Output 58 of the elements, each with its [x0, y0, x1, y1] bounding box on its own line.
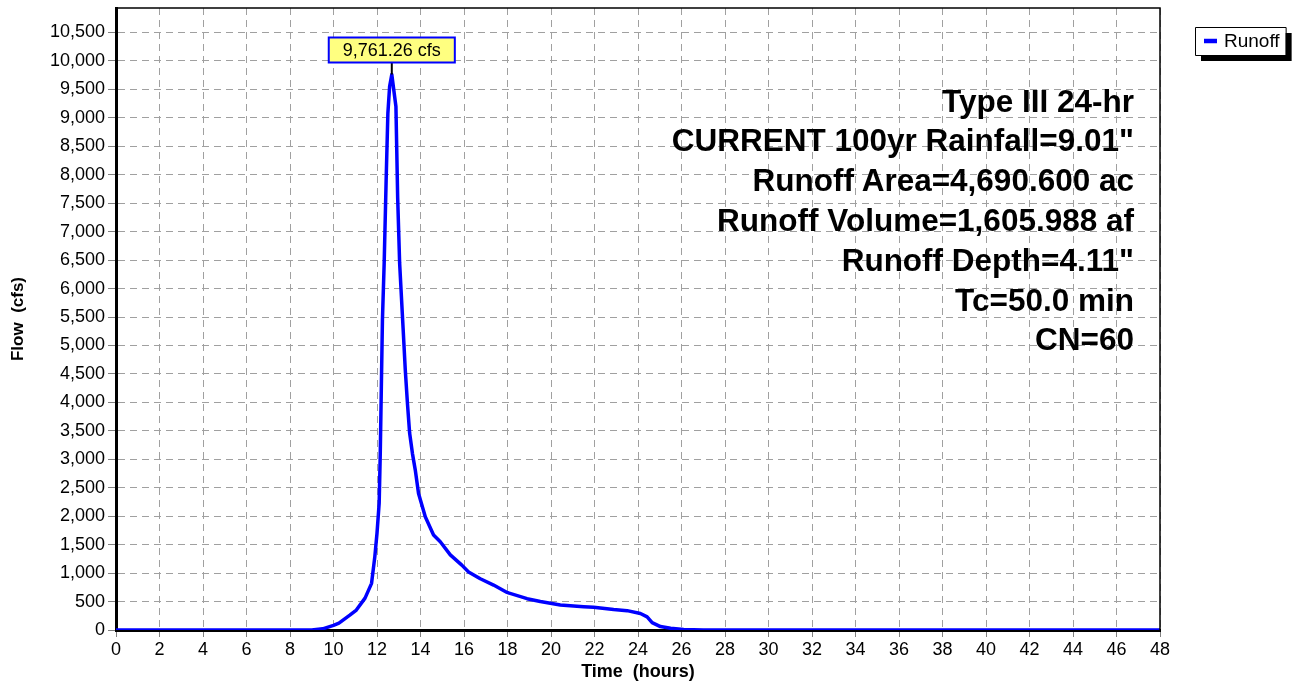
y-tick-label: 3,000 [59, 448, 105, 469]
x-tick-label: 20 [540, 638, 562, 659]
y-tick-label: 8,500 [59, 135, 105, 156]
y-tick-label: 9,000 [59, 106, 105, 127]
y-tick-label: 4,500 [59, 362, 105, 383]
annotation: Runoff Area=4,690.600 ac [752, 162, 1134, 199]
x-tick-label: 14 [410, 638, 431, 659]
legend-label: Runoff [1224, 30, 1281, 52]
annotation: CN=60 [1035, 321, 1134, 358]
x-tick-label: 4 [197, 638, 209, 659]
x-tick-label: 26 [671, 638, 692, 659]
x-axis-title: Time (hours) [581, 661, 695, 682]
x-tick-label: 38 [932, 638, 953, 659]
x-tick-label: 0 [110, 638, 122, 659]
y-tick-label: 2,000 [59, 505, 105, 526]
x-tick-label: 32 [801, 638, 823, 659]
x-tick-label: 6 [241, 638, 252, 659]
x-tick-label: 46 [1106, 638, 1127, 659]
x-tick-label: 2 [154, 638, 165, 659]
annotation: Tc=50.0 min [955, 281, 1134, 318]
annotation: 9,761.26 cfs [342, 39, 441, 60]
y-tick-label: 1,500 [59, 533, 105, 554]
x-tick-label: 28 [714, 638, 736, 659]
x-tick-label: 48 [1149, 638, 1171, 659]
annotation: Runoff Volume=1,605.988 af [717, 202, 1135, 239]
y-tick-label: 10,000 [49, 49, 105, 70]
y-tick-label: 3,500 [59, 419, 105, 440]
y-tick-label: 2,500 [59, 476, 105, 497]
x-tick-label: 42 [1019, 638, 1040, 659]
y-axis-title: Flow (cfs) [7, 276, 27, 362]
x-tick-label: 34 [845, 638, 866, 659]
x-tick-label: 22 [584, 638, 605, 659]
y-tick-label: 4,000 [59, 391, 105, 412]
x-tick-label: 36 [888, 638, 910, 659]
y-tick-label: 5,500 [59, 305, 105, 326]
x-tick-label: 12 [366, 638, 388, 659]
x-tick-label: 10 [323, 638, 344, 659]
annotation: Type III 24-hr [942, 82, 1134, 119]
x-tick-label: 44 [1062, 638, 1084, 659]
annotation: Runoff Depth=4.11" [841, 241, 1134, 278]
y-tick-label: 500 [74, 590, 105, 611]
x-tick-label: 40 [975, 638, 997, 659]
y-tick-label: 6,000 [59, 277, 105, 298]
y-tick-label: 5,000 [59, 334, 105, 355]
x-tick-label: 8 [284, 638, 296, 659]
y-tick-label: 6,500 [59, 249, 105, 270]
y-tick-label: 8,000 [59, 163, 105, 184]
y-tick-label: 9,500 [59, 78, 105, 99]
annotation: CURRENT 100yr Rainfall=9.01" [671, 122, 1134, 159]
y-tick-label: 7,000 [59, 220, 105, 241]
y-tick-label: 10,500 [49, 21, 105, 42]
x-tick-label: 18 [497, 638, 518, 659]
y-tick-label: 0 [94, 618, 105, 639]
y-tick-label: 7,500 [59, 192, 105, 213]
x-tick-label: 30 [758, 638, 779, 659]
x-tick-label: 24 [627, 638, 649, 659]
x-tick-label: 16 [453, 638, 475, 659]
y-tick-label: 1,000 [59, 562, 105, 583]
